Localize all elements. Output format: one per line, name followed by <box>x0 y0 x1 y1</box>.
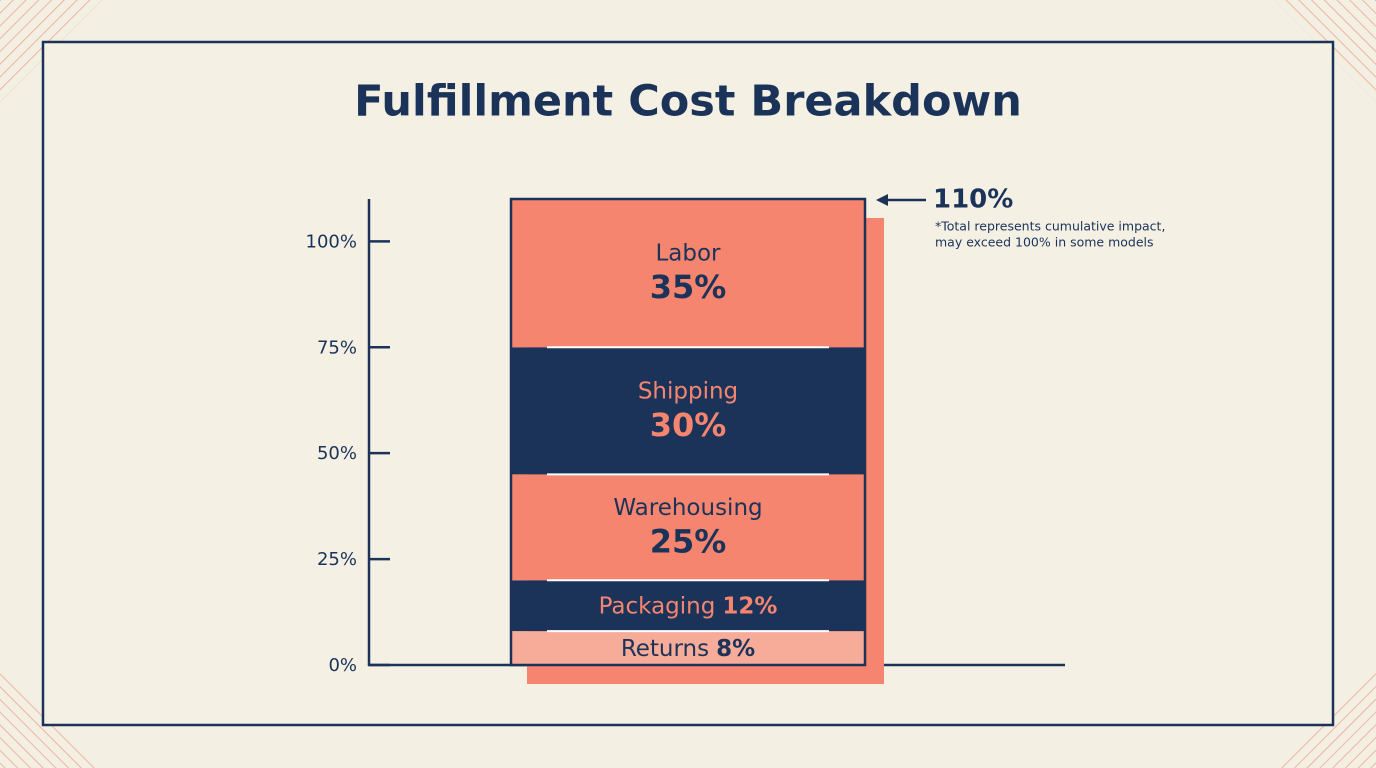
chart-title: Fulfillment Cost Breakdown <box>354 77 1022 127</box>
bar-outline <box>509 197 867 667</box>
bar-segment <box>511 474 865 581</box>
y-tick-label: 100% <box>306 231 357 252</box>
segment-value: 25% <box>650 522 727 560</box>
segment-label: Packaging 12% <box>599 593 778 619</box>
note: *Total represents cumulative impact, <box>935 219 1165 234</box>
total-label: 110% <box>933 185 1013 215</box>
segment-name: Labor <box>655 241 721 267</box>
segment-name: Packaging <box>599 593 716 619</box>
total-arrowhead <box>876 194 888 206</box>
y-tick-label: 25% <box>317 549 357 570</box>
segment-value: 8% <box>716 636 755 662</box>
segment-name: Returns <box>621 636 709 662</box>
y-tick-label: 75% <box>317 337 357 358</box>
segment-name: Warehousing <box>613 495 762 521</box>
bar-segment <box>511 347 865 475</box>
segment-value: 30% <box>650 406 727 444</box>
y-tick-label: 0% <box>328 655 357 676</box>
bar-segment <box>511 631 865 665</box>
note: may exceed 100% in some models <box>935 235 1154 250</box>
bar-segment <box>511 199 865 348</box>
segment-name: Shipping <box>638 378 738 404</box>
segment-label: Returns 8% <box>621 636 755 662</box>
segment-value: 35% <box>650 268 727 306</box>
y-tick-label: 50% <box>317 443 357 464</box>
bar-segment <box>511 580 865 632</box>
segment-value: 12% <box>722 593 777 619</box>
